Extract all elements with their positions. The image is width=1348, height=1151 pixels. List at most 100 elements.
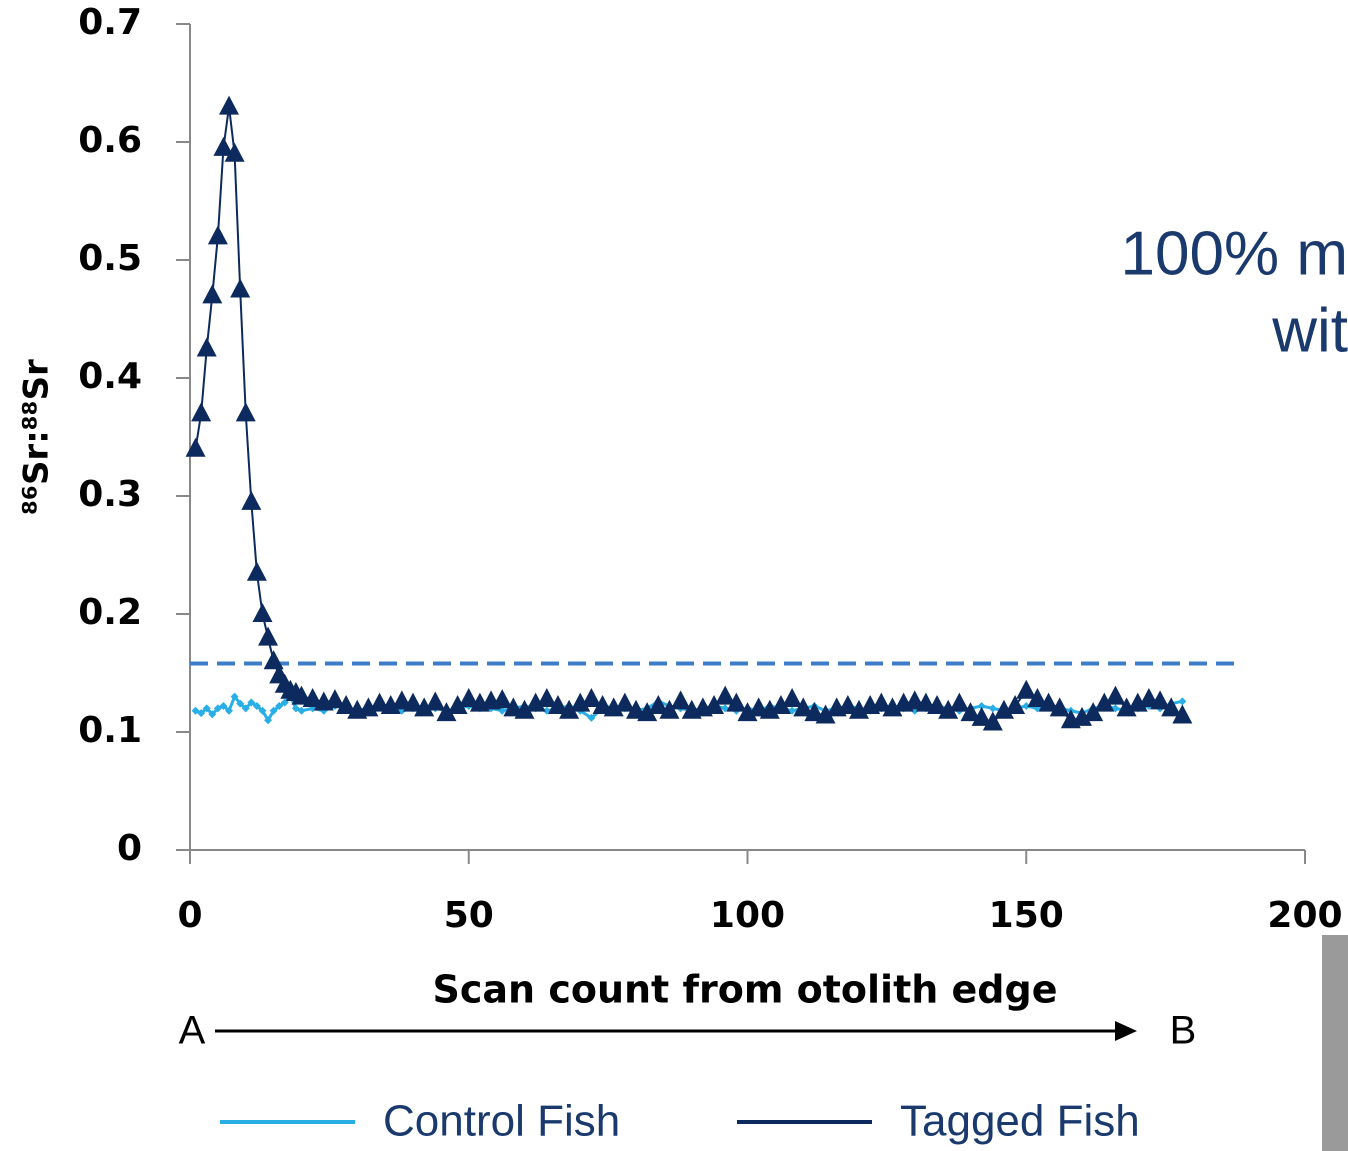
y-tick-label: 0.1 — [78, 710, 142, 751]
legend-label: Control Fish — [383, 1097, 620, 1146]
x-tick-label: 200 — [1267, 895, 1342, 936]
series-marker — [988, 704, 997, 713]
series-marker — [241, 704, 250, 713]
series-marker — [1038, 692, 1059, 712]
series-marker — [224, 142, 245, 162]
series-marker — [726, 692, 747, 712]
y-tick-label: 0 — [117, 828, 142, 869]
series-marker — [982, 711, 1003, 731]
series-marker — [275, 702, 284, 711]
series-marker — [302, 687, 323, 707]
series-marker — [219, 95, 240, 115]
series-marker — [977, 702, 986, 711]
series-marker — [971, 706, 992, 726]
series-marker — [208, 710, 217, 719]
series-marker — [425, 691, 446, 711]
arrow-head — [1115, 1021, 1137, 1041]
series-marker — [252, 603, 273, 622]
series-marker — [213, 136, 234, 156]
series-marker — [196, 337, 217, 357]
series-marker — [938, 699, 959, 719]
y-tick-label: 0.3 — [78, 474, 142, 515]
legend-label: Tagged Fish — [900, 1097, 1140, 1146]
series-marker — [581, 687, 602, 707]
series-marker — [236, 699, 245, 708]
y-tick-label: 0.6 — [78, 120, 142, 161]
series-marker — [871, 692, 892, 712]
series-marker — [1178, 697, 1187, 706]
x-tick-label: 150 — [989, 895, 1064, 936]
series-marker — [547, 695, 568, 715]
series-marker — [252, 702, 261, 711]
series-marker — [403, 692, 423, 712]
series-marker — [614, 692, 635, 712]
series-marker — [258, 706, 267, 715]
y-tick-label: 0.7 — [78, 2, 142, 43]
series-marker — [207, 225, 228, 245]
series-marker — [264, 716, 273, 725]
y-axis-label: ⁸⁶Sr:⁸⁸Sr — [17, 359, 57, 515]
series-marker — [514, 699, 535, 719]
series-marker — [815, 704, 836, 724]
series-marker — [770, 695, 791, 715]
series-marker — [1016, 679, 1037, 699]
series-marker — [458, 687, 479, 707]
x-tick-label: 50 — [444, 895, 494, 936]
series-marker — [414, 697, 435, 717]
y-tick-label: 0.4 — [78, 356, 142, 397]
series-marker — [536, 687, 557, 707]
slide-text: 100% m — [1121, 219, 1348, 288]
series-line — [194, 106, 1183, 724]
series-marker — [219, 702, 228, 711]
series-marker — [1049, 697, 1070, 717]
series-marker — [782, 687, 803, 707]
series-marker — [436, 702, 457, 722]
series-marker — [1027, 687, 1048, 707]
series-marker — [659, 699, 680, 719]
series-marker — [230, 278, 251, 298]
series-marker — [246, 561, 267, 581]
series-marker — [492, 689, 513, 709]
series-marker — [1172, 704, 1193, 724]
series-marker — [1005, 695, 1026, 715]
series-marker — [559, 699, 580, 719]
series-marker — [225, 706, 234, 715]
series-marker — [197, 709, 206, 718]
x-tick-label: 0 — [177, 895, 202, 936]
series-marker — [1105, 685, 1126, 705]
series-marker — [1083, 702, 1104, 722]
series-marker — [191, 402, 212, 422]
series-marker — [230, 692, 239, 701]
series-marker — [241, 490, 262, 510]
series-marker — [235, 402, 256, 422]
x-tick-label: 100 — [710, 895, 785, 936]
series-marker — [247, 698, 256, 707]
series-marker — [336, 695, 357, 715]
y-tick-label: 0.2 — [78, 592, 142, 633]
series-marker — [670, 690, 691, 710]
series-marker — [324, 689, 345, 709]
series-marker — [447, 695, 468, 715]
series-marker — [715, 685, 736, 705]
series-marker — [960, 702, 981, 722]
series-marker — [927, 695, 948, 715]
series-marker — [202, 284, 223, 304]
photo-fragment — [1322, 935, 1348, 1151]
series-marker — [587, 713, 596, 722]
x-axis-label: Scan count from otolith edge — [433, 968, 1058, 1012]
series-marker — [648, 695, 669, 715]
series-marker — [837, 695, 858, 715]
series-marker — [1022, 702, 1031, 711]
series-marker — [704, 695, 725, 715]
series-marker — [1150, 690, 1171, 710]
series-marker — [258, 626, 279, 646]
y-tick-label: 0.5 — [78, 238, 142, 279]
series-marker — [202, 704, 211, 713]
arrow-label: B — [1170, 1009, 1197, 1053]
series-marker — [1094, 692, 1115, 712]
arrow-label: A — [179, 1009, 206, 1053]
series-marker — [1161, 697, 1182, 717]
series-marker — [297, 706, 306, 715]
series-marker — [949, 692, 970, 712]
